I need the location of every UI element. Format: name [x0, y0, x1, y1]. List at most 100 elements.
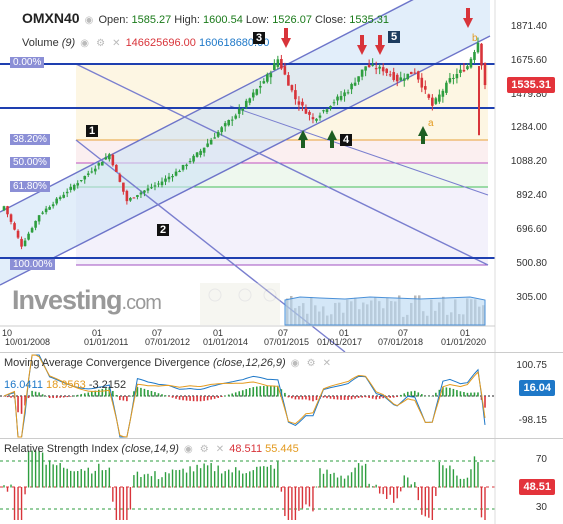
- candle-body: [304, 108, 308, 114]
- rsi-bar: [414, 482, 416, 488]
- macd-hist-bar: [368, 396, 370, 398]
- rsi-bar: [210, 463, 212, 488]
- rsi-bar: [305, 487, 307, 505]
- gear-icon[interactable]: ⚙: [96, 38, 106, 49]
- rsi-bar: [270, 465, 272, 488]
- macd-panel[interactable]: Moving Average Convergence Divergence (c…: [0, 352, 563, 439]
- macd-hist-bar: [326, 396, 328, 399]
- candle-body: [157, 183, 160, 185]
- rsi-bar: [242, 473, 244, 488]
- candle-body: [287, 75, 290, 86]
- macd-hist-bar: [421, 394, 423, 397]
- macd-hist-bar: [424, 395, 427, 397]
- candle-body: [223, 123, 227, 127]
- rsi-tag: 48.51: [519, 479, 555, 495]
- macd-hist-bar: [350, 396, 353, 400]
- candle-body: [150, 187, 153, 189]
- candle-body: [160, 181, 164, 186]
- macd-hist-bar: [133, 391, 135, 397]
- rsi-bar: [368, 483, 370, 488]
- macd-hist-bar: [192, 396, 195, 402]
- macd-hist-bar: [301, 396, 304, 400]
- macd-hist-bar: [435, 392, 437, 397]
- rsi-bar: [470, 469, 472, 488]
- price-panel[interactable]: OMXN40 ◉ Open: 1585.27 High: 1600.54 Low…: [0, 0, 563, 352]
- macd-hist-bar: [392, 396, 395, 398]
- macd-hist-bar: [34, 391, 37, 397]
- macd-hist-bar: [101, 388, 104, 397]
- rsi-bar: [424, 487, 427, 517]
- price-chart[interactable]: [0, 0, 563, 352]
- rsi-bar: [196, 464, 198, 488]
- macd-hist-bar: [252, 387, 255, 397]
- macd-hist-bar: [413, 390, 416, 397]
- rsi-bar: [382, 487, 384, 495]
- candle-body: [132, 197, 136, 199]
- macd-chart[interactable]: [0, 353, 563, 439]
- eye-icon[interactable]: ◉: [290, 358, 300, 369]
- gear-icon[interactable]: ⚙: [199, 444, 209, 455]
- candle-body: [346, 92, 350, 94]
- rsi-chart[interactable]: [0, 439, 563, 524]
- rsi-bar: [364, 463, 367, 488]
- candle-body: [445, 82, 448, 93]
- rsi-bar: [84, 470, 86, 488]
- gear-icon[interactable]: ⚙: [306, 358, 316, 369]
- wave-label-2: 2: [157, 224, 170, 236]
- macd-hist-bar: [248, 388, 251, 397]
- macd-hist-bar: [105, 388, 107, 397]
- rsi-bar: [31, 450, 33, 488]
- rsi-bar: [280, 487, 283, 492]
- candle-body: [13, 223, 16, 230]
- close-icon[interactable]: ✕: [112, 38, 121, 49]
- macd-hist-bar: [389, 396, 392, 398]
- eye-icon[interactable]: ◉: [80, 38, 90, 49]
- candle-body: [83, 175, 87, 180]
- candle-body: [41, 212, 44, 214]
- rsi-bar: [45, 464, 47, 488]
- rsi-bar: [206, 465, 209, 488]
- candle-body: [251, 92, 255, 98]
- macd-hist-bar: [343, 396, 346, 400]
- macd-hist-bar: [115, 394, 118, 397]
- candle-body: [195, 152, 199, 157]
- candle-body: [473, 51, 476, 60]
- macd-hist-bar: [270, 385, 272, 397]
- rsi-panel[interactable]: Relative Strength Index (close,14,9) ◉ ⚙…: [0, 438, 563, 524]
- rsi-bar: [133, 475, 135, 488]
- candle-body: [27, 233, 30, 240]
- candle-body: [360, 69, 364, 77]
- macd-hist-bar: [445, 387, 448, 397]
- rsi-bar: [91, 473, 93, 488]
- candle-body: [93, 168, 97, 172]
- rsi-bar: [122, 487, 125, 520]
- candle-body: [30, 228, 34, 233]
- candle-body: [227, 120, 231, 126]
- rsi-bar: [220, 473, 223, 488]
- candle-body: [58, 197, 62, 199]
- macd-hist-bar: [378, 396, 381, 399]
- macd-hist-bar: [6, 396, 9, 398]
- macd-hist-bar: [463, 392, 465, 397]
- rsi-bar: [235, 467, 237, 488]
- macd-hist-bar: [224, 395, 226, 397]
- candle-body: [146, 188, 150, 191]
- rsi-bar: [435, 487, 437, 497]
- macd-hist-bar: [340, 396, 342, 400]
- macd-hist-bar: [364, 396, 367, 398]
- rsi-bar: [361, 465, 363, 488]
- rsi-bar: [199, 468, 202, 488]
- eye-icon[interactable]: ◉: [84, 15, 94, 26]
- rsi-bar: [52, 464, 54, 488]
- close-icon[interactable]: ✕: [215, 444, 225, 455]
- rsi-bar: [105, 469, 107, 488]
- macd-hist-bar: [449, 387, 451, 397]
- candle-body: [452, 77, 455, 79]
- rsi-bar: [245, 473, 247, 488]
- rsi-bar: [27, 450, 30, 488]
- rsi-bar: [329, 473, 332, 488]
- candle-body: [367, 64, 371, 68]
- close-icon[interactable]: ✕: [322, 358, 331, 369]
- macd-hist-bar: [48, 396, 51, 399]
- eye-icon[interactable]: ◉: [183, 444, 193, 455]
